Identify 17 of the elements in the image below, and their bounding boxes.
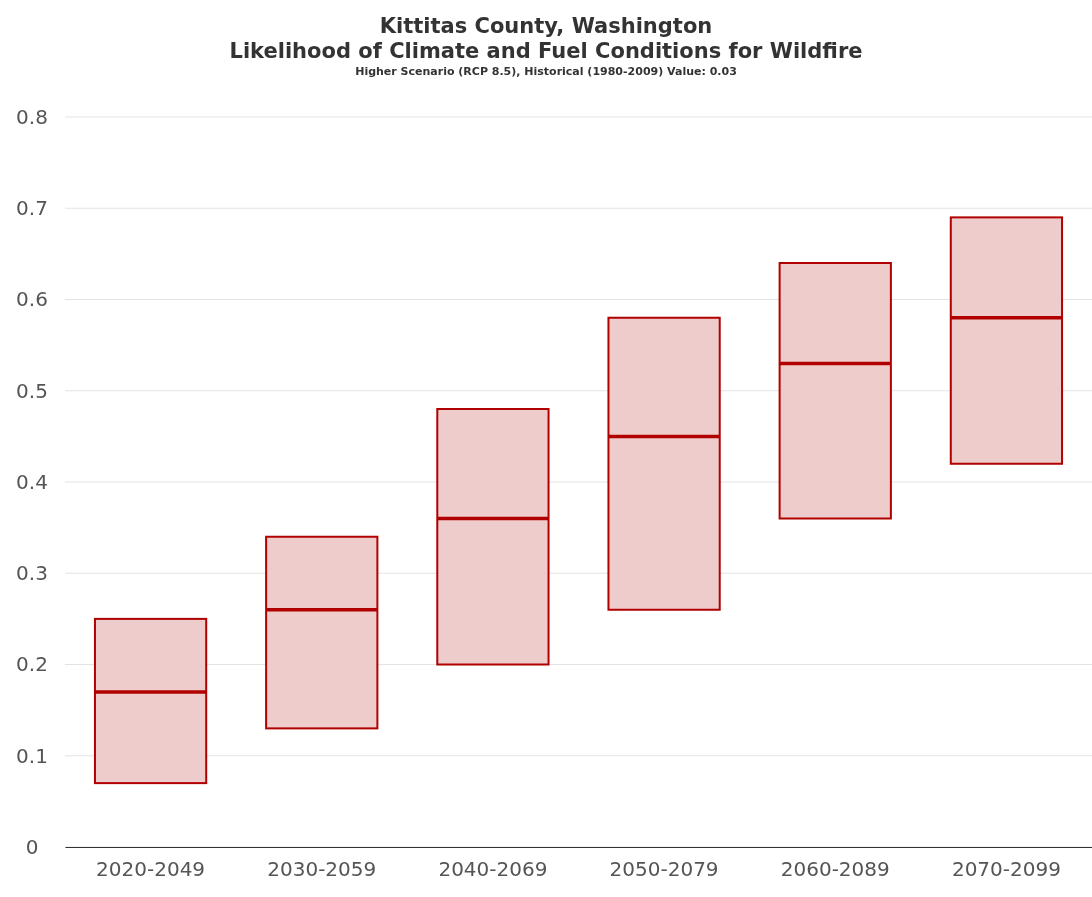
- y-tick-label: 0.4: [16, 469, 48, 494]
- y-tick-label: 0.8: [16, 104, 48, 129]
- chart-subtitle: Higher Scenario (RCP 8.5), Historical (1980-2009) Value: 0.03: [355, 65, 737, 78]
- y-tick-label: 0.3: [16, 561, 48, 586]
- x-tick-label: 2070-2099: [951, 857, 1061, 881]
- y-tick-label: 0.7: [16, 196, 48, 221]
- x-tick-label: 2040-2069: [438, 857, 548, 881]
- y-tick-label: 0: [25, 834, 39, 859]
- y-tick-label: 0.6: [16, 287, 48, 312]
- y-tick-label: 0.2: [16, 652, 48, 677]
- y-tick-label: 0.5: [16, 378, 48, 403]
- y-tick-label: 0.1: [16, 743, 48, 768]
- x-tick-label: 2050-2079: [609, 857, 719, 881]
- chart-title: Kittitas County, Washington Likelihood of Climate and Fuel Conditions for Wildfire: [229, 14, 863, 63]
- x-tick-label: 2060-2089: [780, 857, 890, 881]
- x-tick-label: 2020-2049: [96, 857, 206, 881]
- x-tick-label: 2030-2059: [267, 857, 377, 881]
